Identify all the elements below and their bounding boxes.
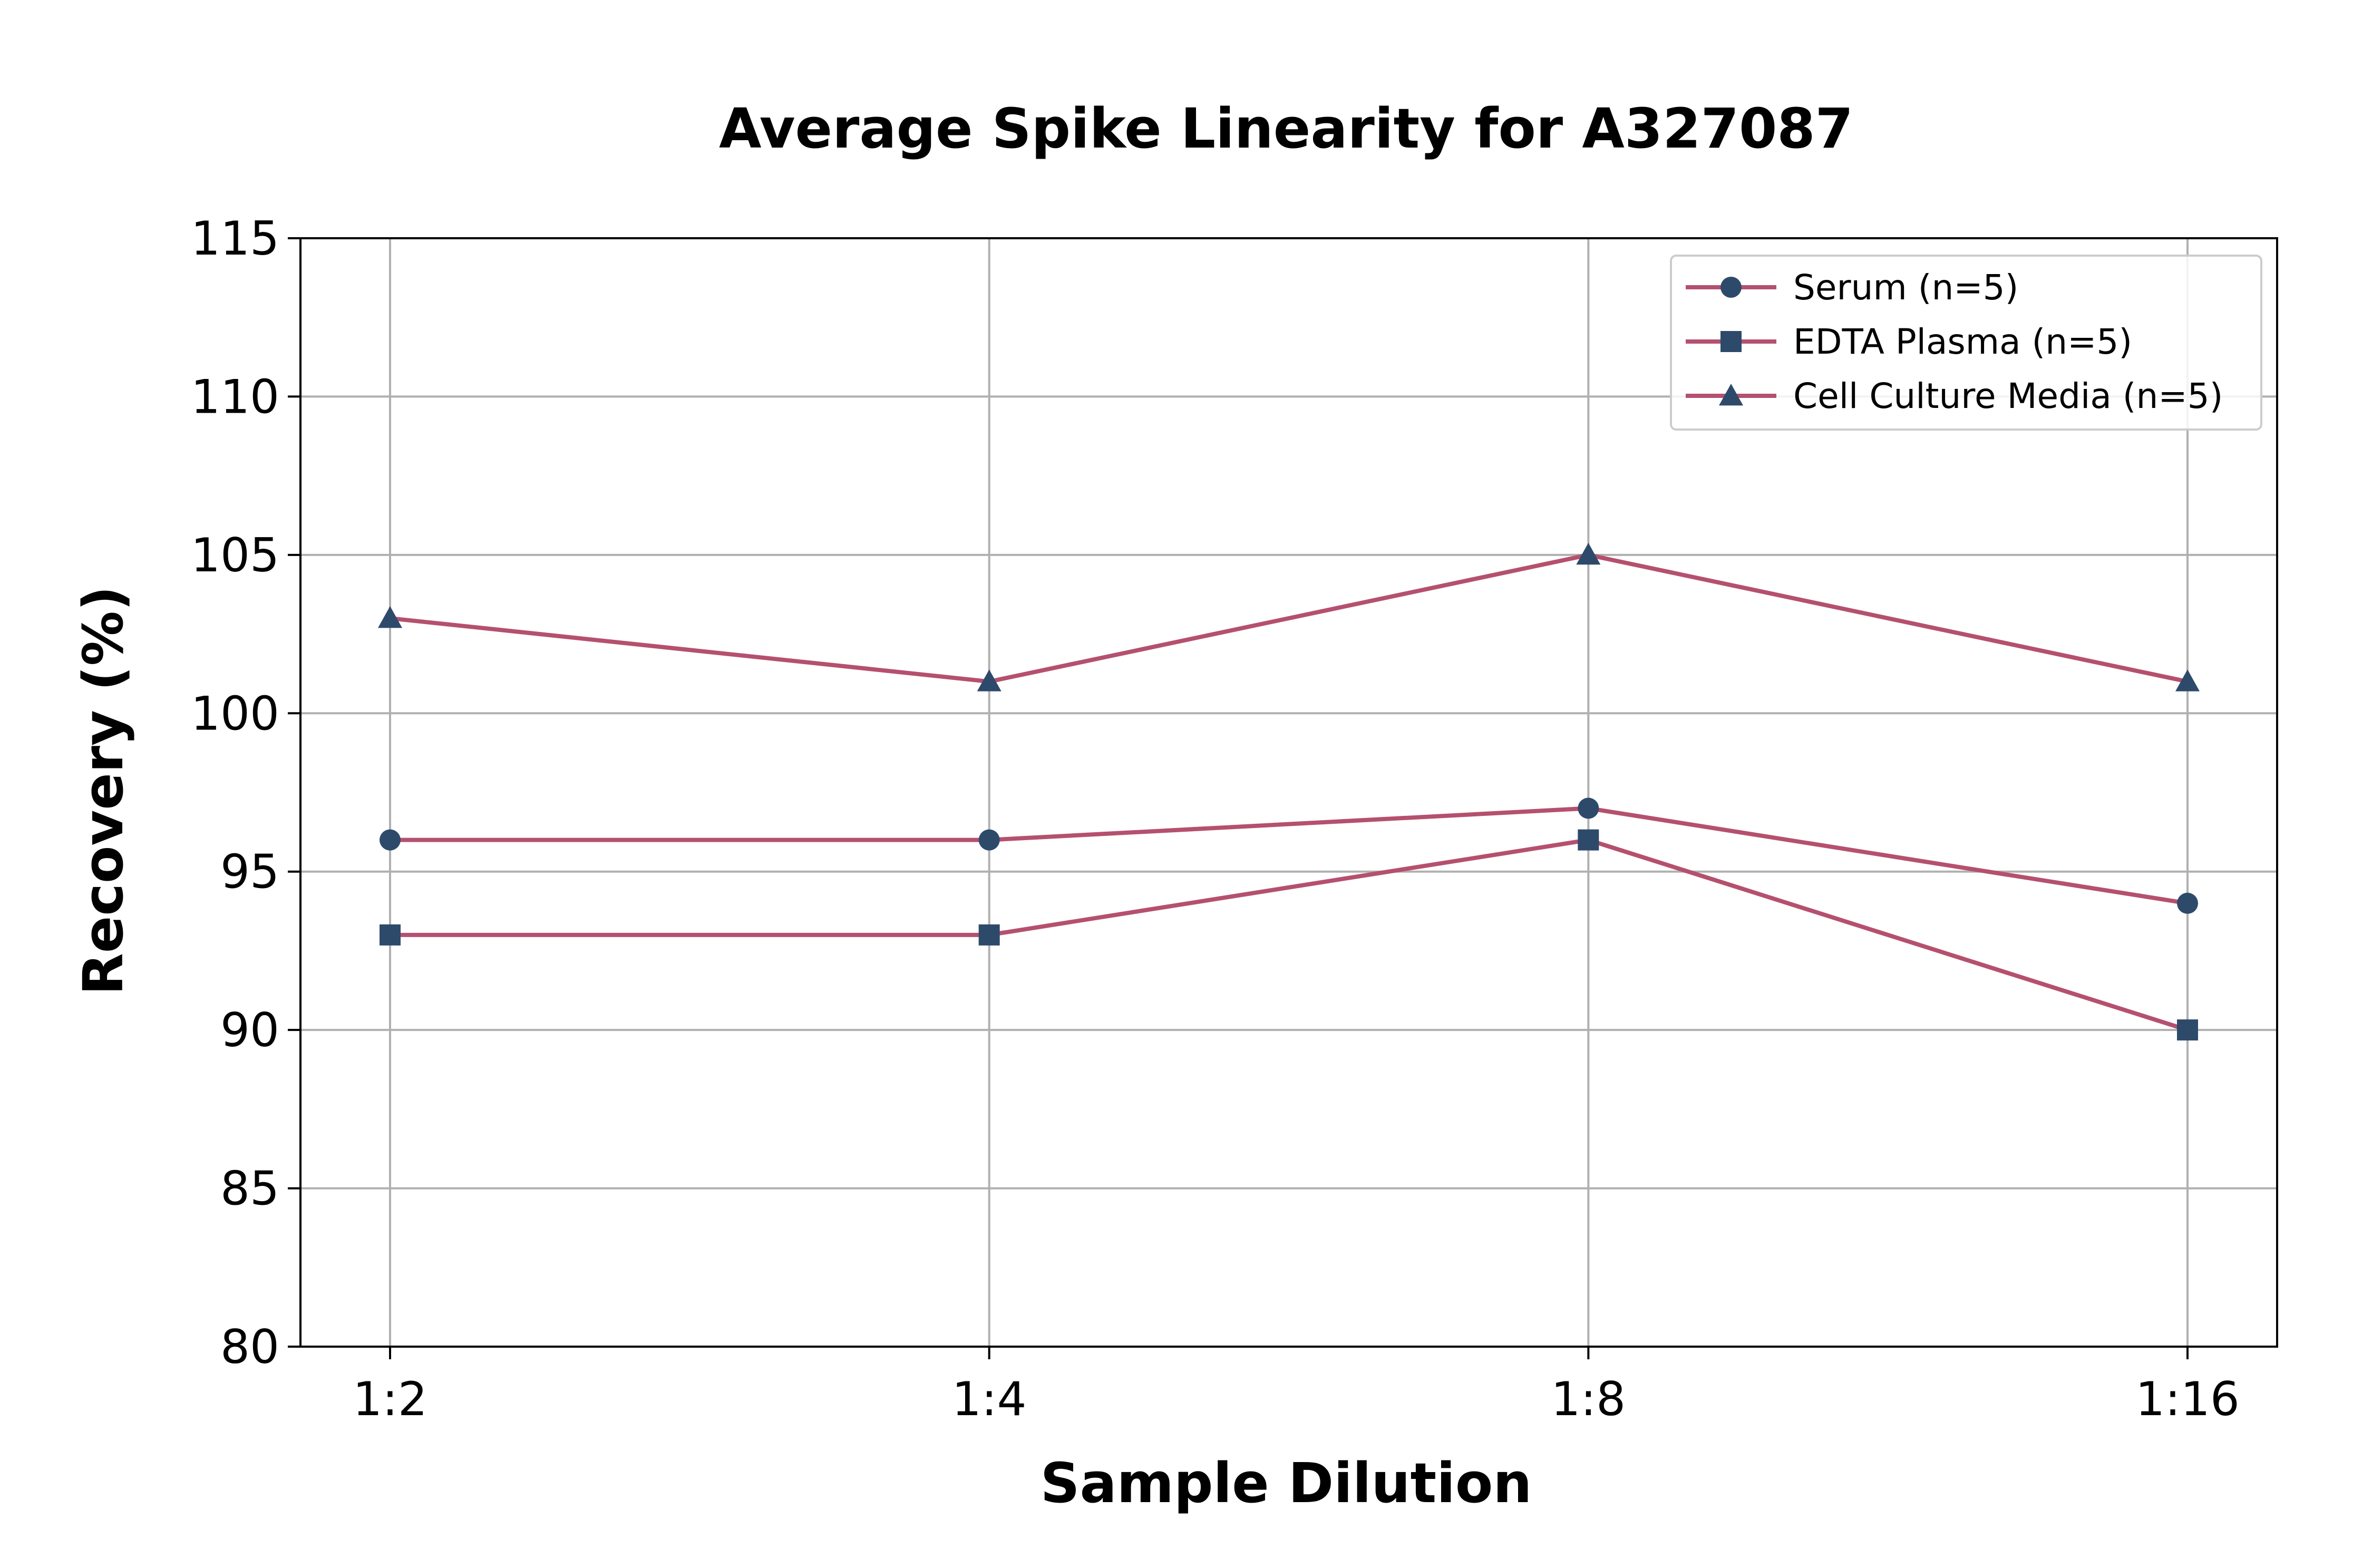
data-point (978, 924, 1000, 946)
y-tick-label: 110 (191, 369, 279, 424)
plot-frame (299, 237, 2278, 1348)
y-axis-label: Recovery (%) (71, 586, 135, 996)
data-point (1578, 797, 1599, 819)
data-point (378, 606, 402, 628)
y-tick-label: 100 (191, 686, 279, 741)
series-line (390, 806, 2188, 905)
data-point (380, 829, 401, 851)
x-tick-label: 1:16 (2135, 1372, 2240, 1426)
x-axis-label: Sample Dilution (1041, 1451, 1532, 1515)
legend-marker (1720, 331, 1742, 352)
chart-title: Average Spike Linearity for A327087 (719, 96, 1853, 161)
data-point (977, 669, 1002, 692)
legend: Serum (n=5) EDTA Plasma (n=5) Cell Culture… (1670, 255, 2262, 431)
data-point (1578, 829, 1599, 851)
series-line (390, 837, 2189, 1032)
legend-item: Serum (n=5) (1686, 267, 2018, 308)
y-tick-label: 105 (191, 528, 279, 582)
y-tick-label: 85 (220, 1162, 279, 1216)
data-point (2177, 892, 2198, 914)
series-layer (378, 542, 2200, 1041)
y-tick-label: 80 (220, 1320, 279, 1374)
legend-label: Serum (n=5) (1793, 267, 2018, 308)
legend-marker (1720, 277, 1742, 298)
data-point (1576, 542, 1601, 565)
data-point (2175, 669, 2200, 692)
y-tick-label: 90 (220, 1003, 279, 1057)
x-tick-label: 1:8 (1551, 1372, 1626, 1426)
legend-box (1670, 255, 2262, 431)
legend-label: Cell Culture Media (n=5) (1793, 376, 2223, 416)
series-2 (378, 542, 2200, 692)
legend-item: Cell Culture Media (n=5) (1686, 376, 2223, 416)
series-0 (380, 797, 2198, 914)
series-1 (380, 829, 2198, 1041)
axes: 80 85 90 95 100 105 110 115 1:2 1:4 1:8 1:16 (191, 211, 2278, 1426)
x-tick-label: 1:2 (353, 1372, 427, 1426)
series-line (390, 552, 2188, 684)
x-tick-label: 1:4 (952, 1372, 1027, 1426)
y-tick-label: 115 (191, 211, 279, 266)
legend-label: EDTA Plasma (n=5) (1793, 322, 2132, 362)
legend-marker (1719, 384, 1743, 406)
data-point (380, 924, 401, 946)
y-tick-label: 95 (220, 845, 279, 899)
data-point (978, 829, 1000, 851)
legend-item: EDTA Plasma (n=5) (1686, 322, 2132, 362)
data-point (2177, 1019, 2198, 1041)
